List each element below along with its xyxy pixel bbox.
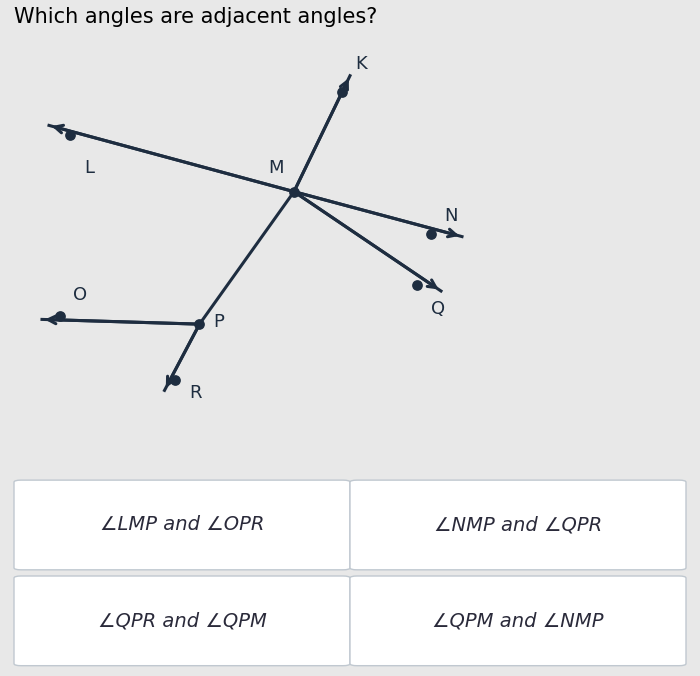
FancyBboxPatch shape [14, 480, 350, 570]
Point [425, 228, 436, 240]
FancyBboxPatch shape [14, 576, 350, 666]
Text: O: O [74, 286, 88, 304]
Text: M: M [268, 160, 284, 178]
Text: ∠NMP and ∠QPR: ∠NMP and ∠QPR [434, 516, 602, 535]
Point [169, 374, 181, 385]
Point [288, 186, 300, 197]
Text: P: P [214, 313, 225, 331]
Text: ∠QPM and ∠NMP: ∠QPM and ∠NMP [433, 611, 603, 630]
Text: Which angles are adjacent angles?: Which angles are adjacent angles? [14, 7, 377, 27]
Text: L: L [84, 159, 94, 176]
Point [336, 87, 347, 98]
FancyBboxPatch shape [350, 480, 686, 570]
Text: N: N [444, 207, 458, 224]
FancyBboxPatch shape [350, 576, 686, 666]
Text: ∠QPR and ∠QPM: ∠QPR and ∠QPM [97, 611, 267, 630]
Point [54, 310, 65, 321]
Text: R: R [189, 384, 202, 402]
Point [194, 319, 205, 330]
Text: ∠LMP and ∠OPR: ∠LMP and ∠OPR [100, 516, 264, 535]
Point [64, 130, 76, 141]
Text: K: K [356, 55, 368, 73]
Text: Q: Q [431, 299, 445, 318]
Point [412, 280, 423, 291]
